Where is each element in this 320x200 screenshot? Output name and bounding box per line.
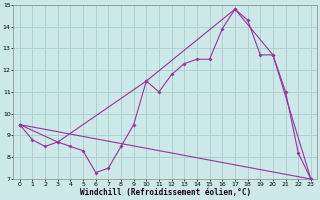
X-axis label: Windchill (Refroidissement éolien,°C): Windchill (Refroidissement éolien,°C): [80, 188, 251, 197]
